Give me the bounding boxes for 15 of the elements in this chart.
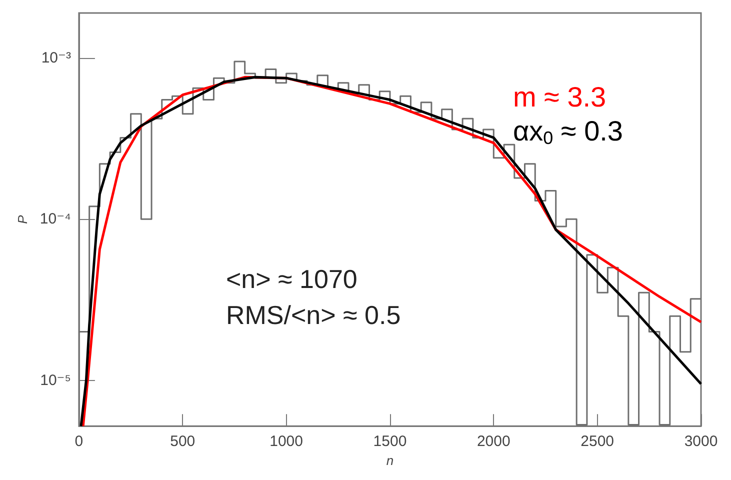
x-axis-title: n xyxy=(386,453,394,468)
x-tick-label: 500 xyxy=(170,433,196,450)
y-tick-label: 10⁻⁴ xyxy=(40,210,71,228)
series-label: m ≈ 3.3 xyxy=(512,82,606,112)
x-tick-label: 2500 xyxy=(580,433,614,450)
annotation: <n> ≈ 1070 xyxy=(226,264,358,294)
x-tick-label: 0 xyxy=(74,433,84,450)
y-tick-label: 10⁻⁵ xyxy=(40,372,71,389)
x-tick-label: 2000 xyxy=(476,433,510,450)
x-tick-label: 3000 xyxy=(684,433,718,450)
y-tick-label: 10⁻³ xyxy=(41,49,71,66)
annotation: RMS/<n> ≈ 0.5 xyxy=(226,300,401,330)
x-tick-label: 1000 xyxy=(270,433,303,450)
y-axis-title: P xyxy=(15,214,30,224)
x-tick-label: 1500 xyxy=(373,433,407,450)
